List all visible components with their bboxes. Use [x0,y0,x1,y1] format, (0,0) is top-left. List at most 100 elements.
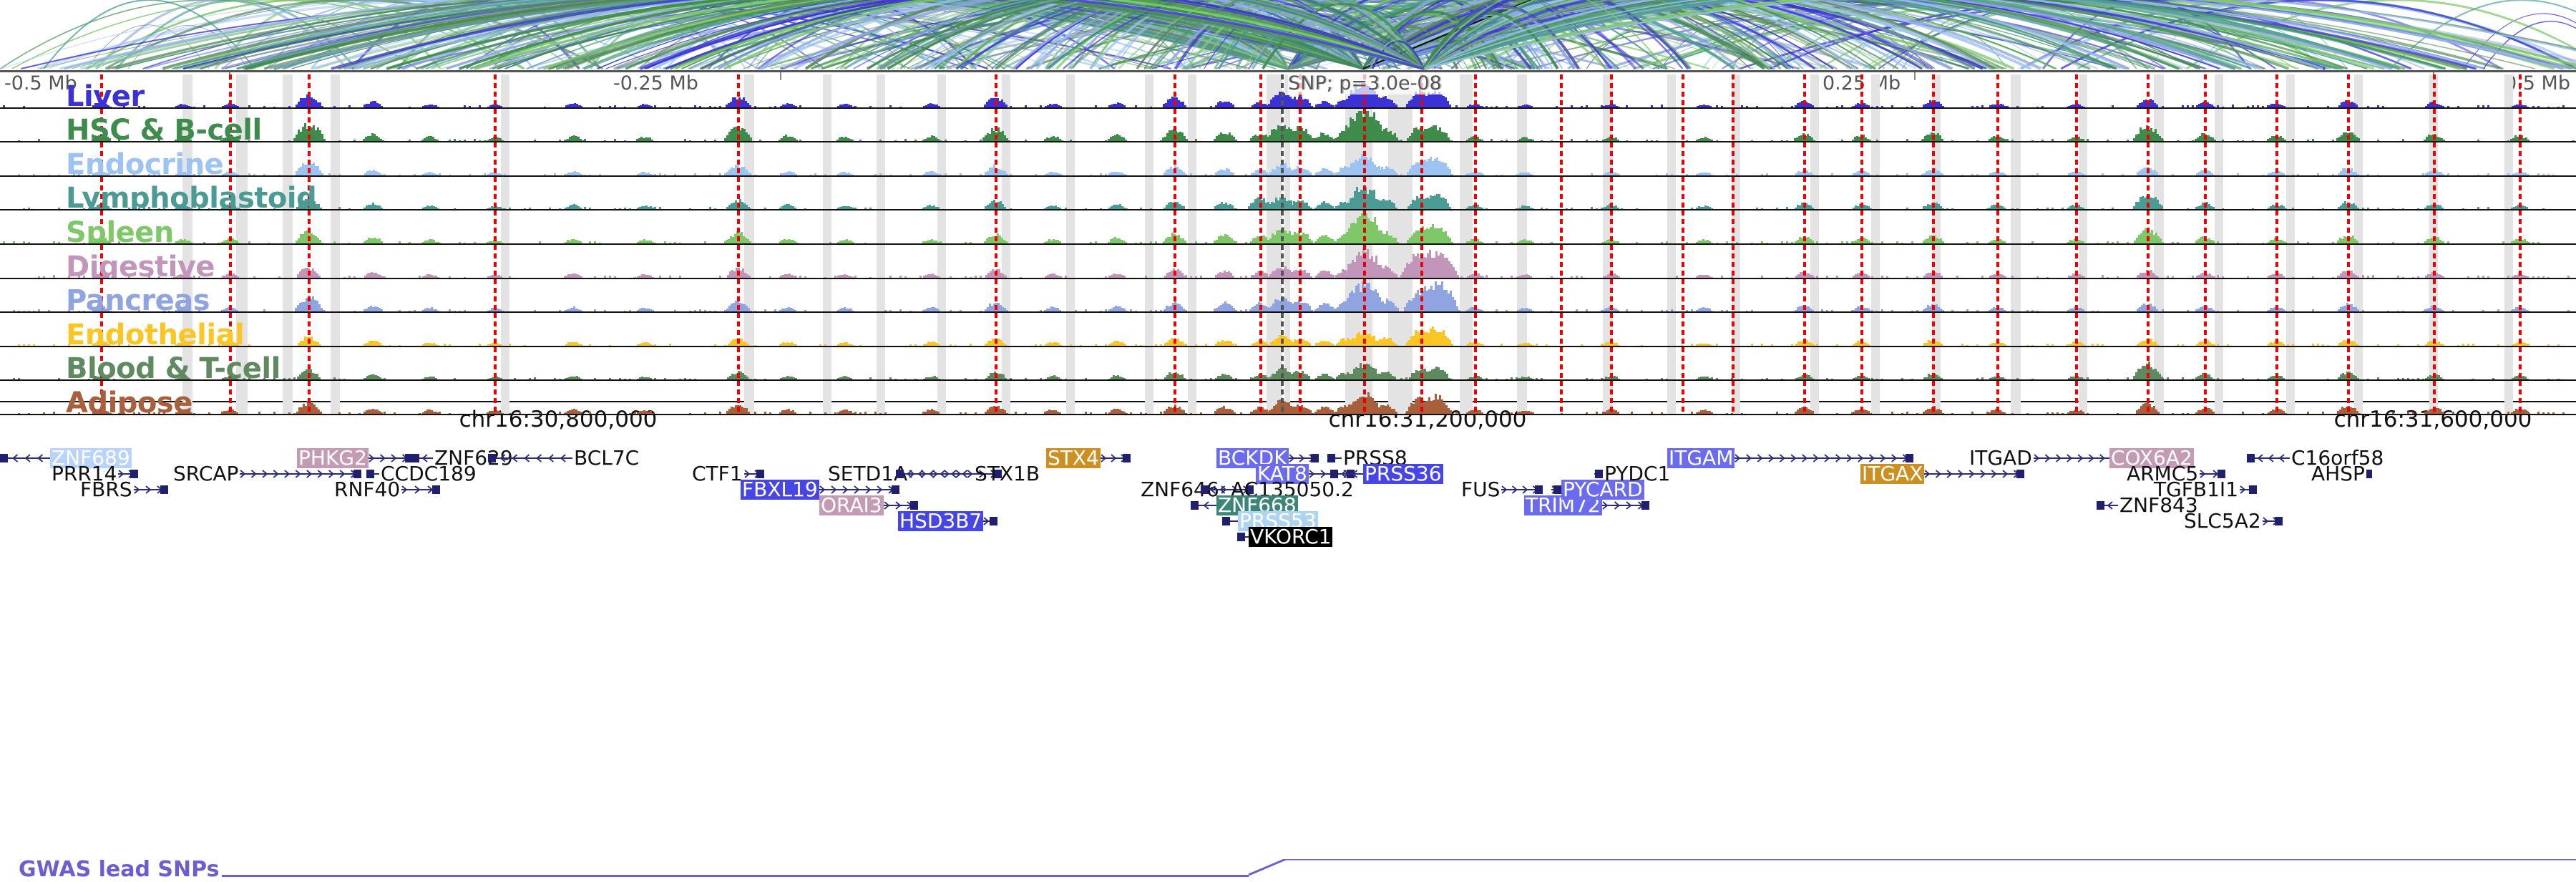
tissue-track-hsc-b-cell[interactable]: HSC & B-cell [0,109,2576,143]
signal-bar [1350,276,1352,277]
tissue-track-spleen[interactable]: Spleen [0,210,2576,245]
tissue-track-lymphoblastoid[interactable]: Lymphoblastoid [0,177,2576,211]
signal-bar [609,276,611,278]
snp-marker-line [494,245,497,278]
signal-bar [784,310,786,311]
signal-bar [382,140,384,141]
signal-bar [704,140,706,141]
signal-bar [664,241,666,243]
signal-bar [1123,344,1126,346]
signal-bar [652,310,654,311]
signal-bar [2367,174,2369,175]
signal-bar [414,174,416,175]
signal-bar [2067,344,2069,346]
snp-marker-line [1474,279,1477,312]
signal-bar [1711,345,1713,346]
signal-bar [965,276,967,277]
signal-bar [2177,209,2179,210]
signal-bar [1195,139,1197,141]
signal-bar [343,277,346,278]
signal-bar [464,277,466,278]
signal-bar [2477,276,2479,277]
tissue-track-digestive[interactable]: Digestive [0,245,2576,279]
signal-bar [624,208,626,209]
signal-bar [2487,276,2489,277]
signal-bar [459,242,461,243]
credible-set-shade [877,177,885,210]
signal-bar [719,276,721,277]
signal-bar [348,208,351,209]
snp-marker-line [1560,177,1563,210]
signal-bar [459,140,461,142]
signal-bar [1184,105,1186,107]
signal-bar [429,241,431,243]
snp-marker-line [2204,177,2207,210]
signal-bar [1350,344,1352,346]
tissue-track-endocrine[interactable]: Endocrine [0,142,2576,177]
signal-bar [1397,242,1399,243]
tissue-track-pancreas[interactable]: Pancreas [0,279,2576,314]
signal-bar [278,276,280,278]
signal-bar [263,174,265,175]
signal-bar [437,277,439,278]
signal-bar [369,140,371,141]
signal-bar [1450,276,1453,277]
signal-bar [2187,208,2189,210]
snp-marker-line [1932,177,1935,210]
credible-set-shade [2011,313,2021,346]
snp-marker-line [2075,279,2078,312]
signal-bar [263,309,265,311]
signal-bar [464,140,466,142]
signal-bar [479,140,481,141]
signal-bar [509,276,511,278]
signal-bar [1591,207,1593,209]
snp-marker-line [1174,109,1176,142]
signal-bar [1165,174,1167,175]
signal-bar [1205,242,1207,243]
signal-bar [839,344,841,345]
signal-bar [889,105,892,107]
signal-bar [894,140,897,142]
credible-set-shade [501,279,509,312]
signal-bar [509,344,511,346]
signal-bar [1005,105,1008,107]
snp-marker-line [1174,210,1176,243]
snp-marker-line [1682,245,1684,278]
signal-bar [1060,345,1062,346]
signal-bar [2292,174,2294,175]
signal-bar [2172,242,2174,243]
signal-bar [724,140,726,141]
signal-bar [1942,241,1944,243]
signal-bar [1942,310,1944,311]
snp-marker-line [1259,74,1262,107]
credible-set-shade [2354,142,2363,175]
signal-bar [474,242,476,243]
signal-bar [2527,276,2529,277]
signal-bar [1736,242,1738,243]
credible-set-shade [1188,74,1196,107]
signal-bar [1616,276,1618,278]
signal-bar [1232,276,1234,278]
signal-bar [734,344,736,346]
signal-bar [1435,208,1438,210]
signal-bar [945,173,947,175]
signal-bar [3,241,5,243]
credible-set-shade [1145,109,1153,142]
credible-set-shade [2504,210,2513,243]
signal-bar [1976,241,1979,243]
credible-set-shade [1145,177,1153,210]
signal-bar [2443,140,2445,141]
signal-bar [38,309,40,311]
signal-bar [2537,106,2540,107]
signal-bar [1195,344,1197,346]
tissue-track-endothelial[interactable]: Endothelial [0,313,2576,347]
signal-bar [1536,344,1538,346]
signal-bar [1481,208,1483,209]
signal-bar [2377,344,2379,346]
snp-marker-line [995,279,997,312]
signal-bar [2282,310,2284,311]
snp-marker-line [2204,279,2207,312]
signal-bar [799,276,801,278]
signal-bar [654,105,656,107]
